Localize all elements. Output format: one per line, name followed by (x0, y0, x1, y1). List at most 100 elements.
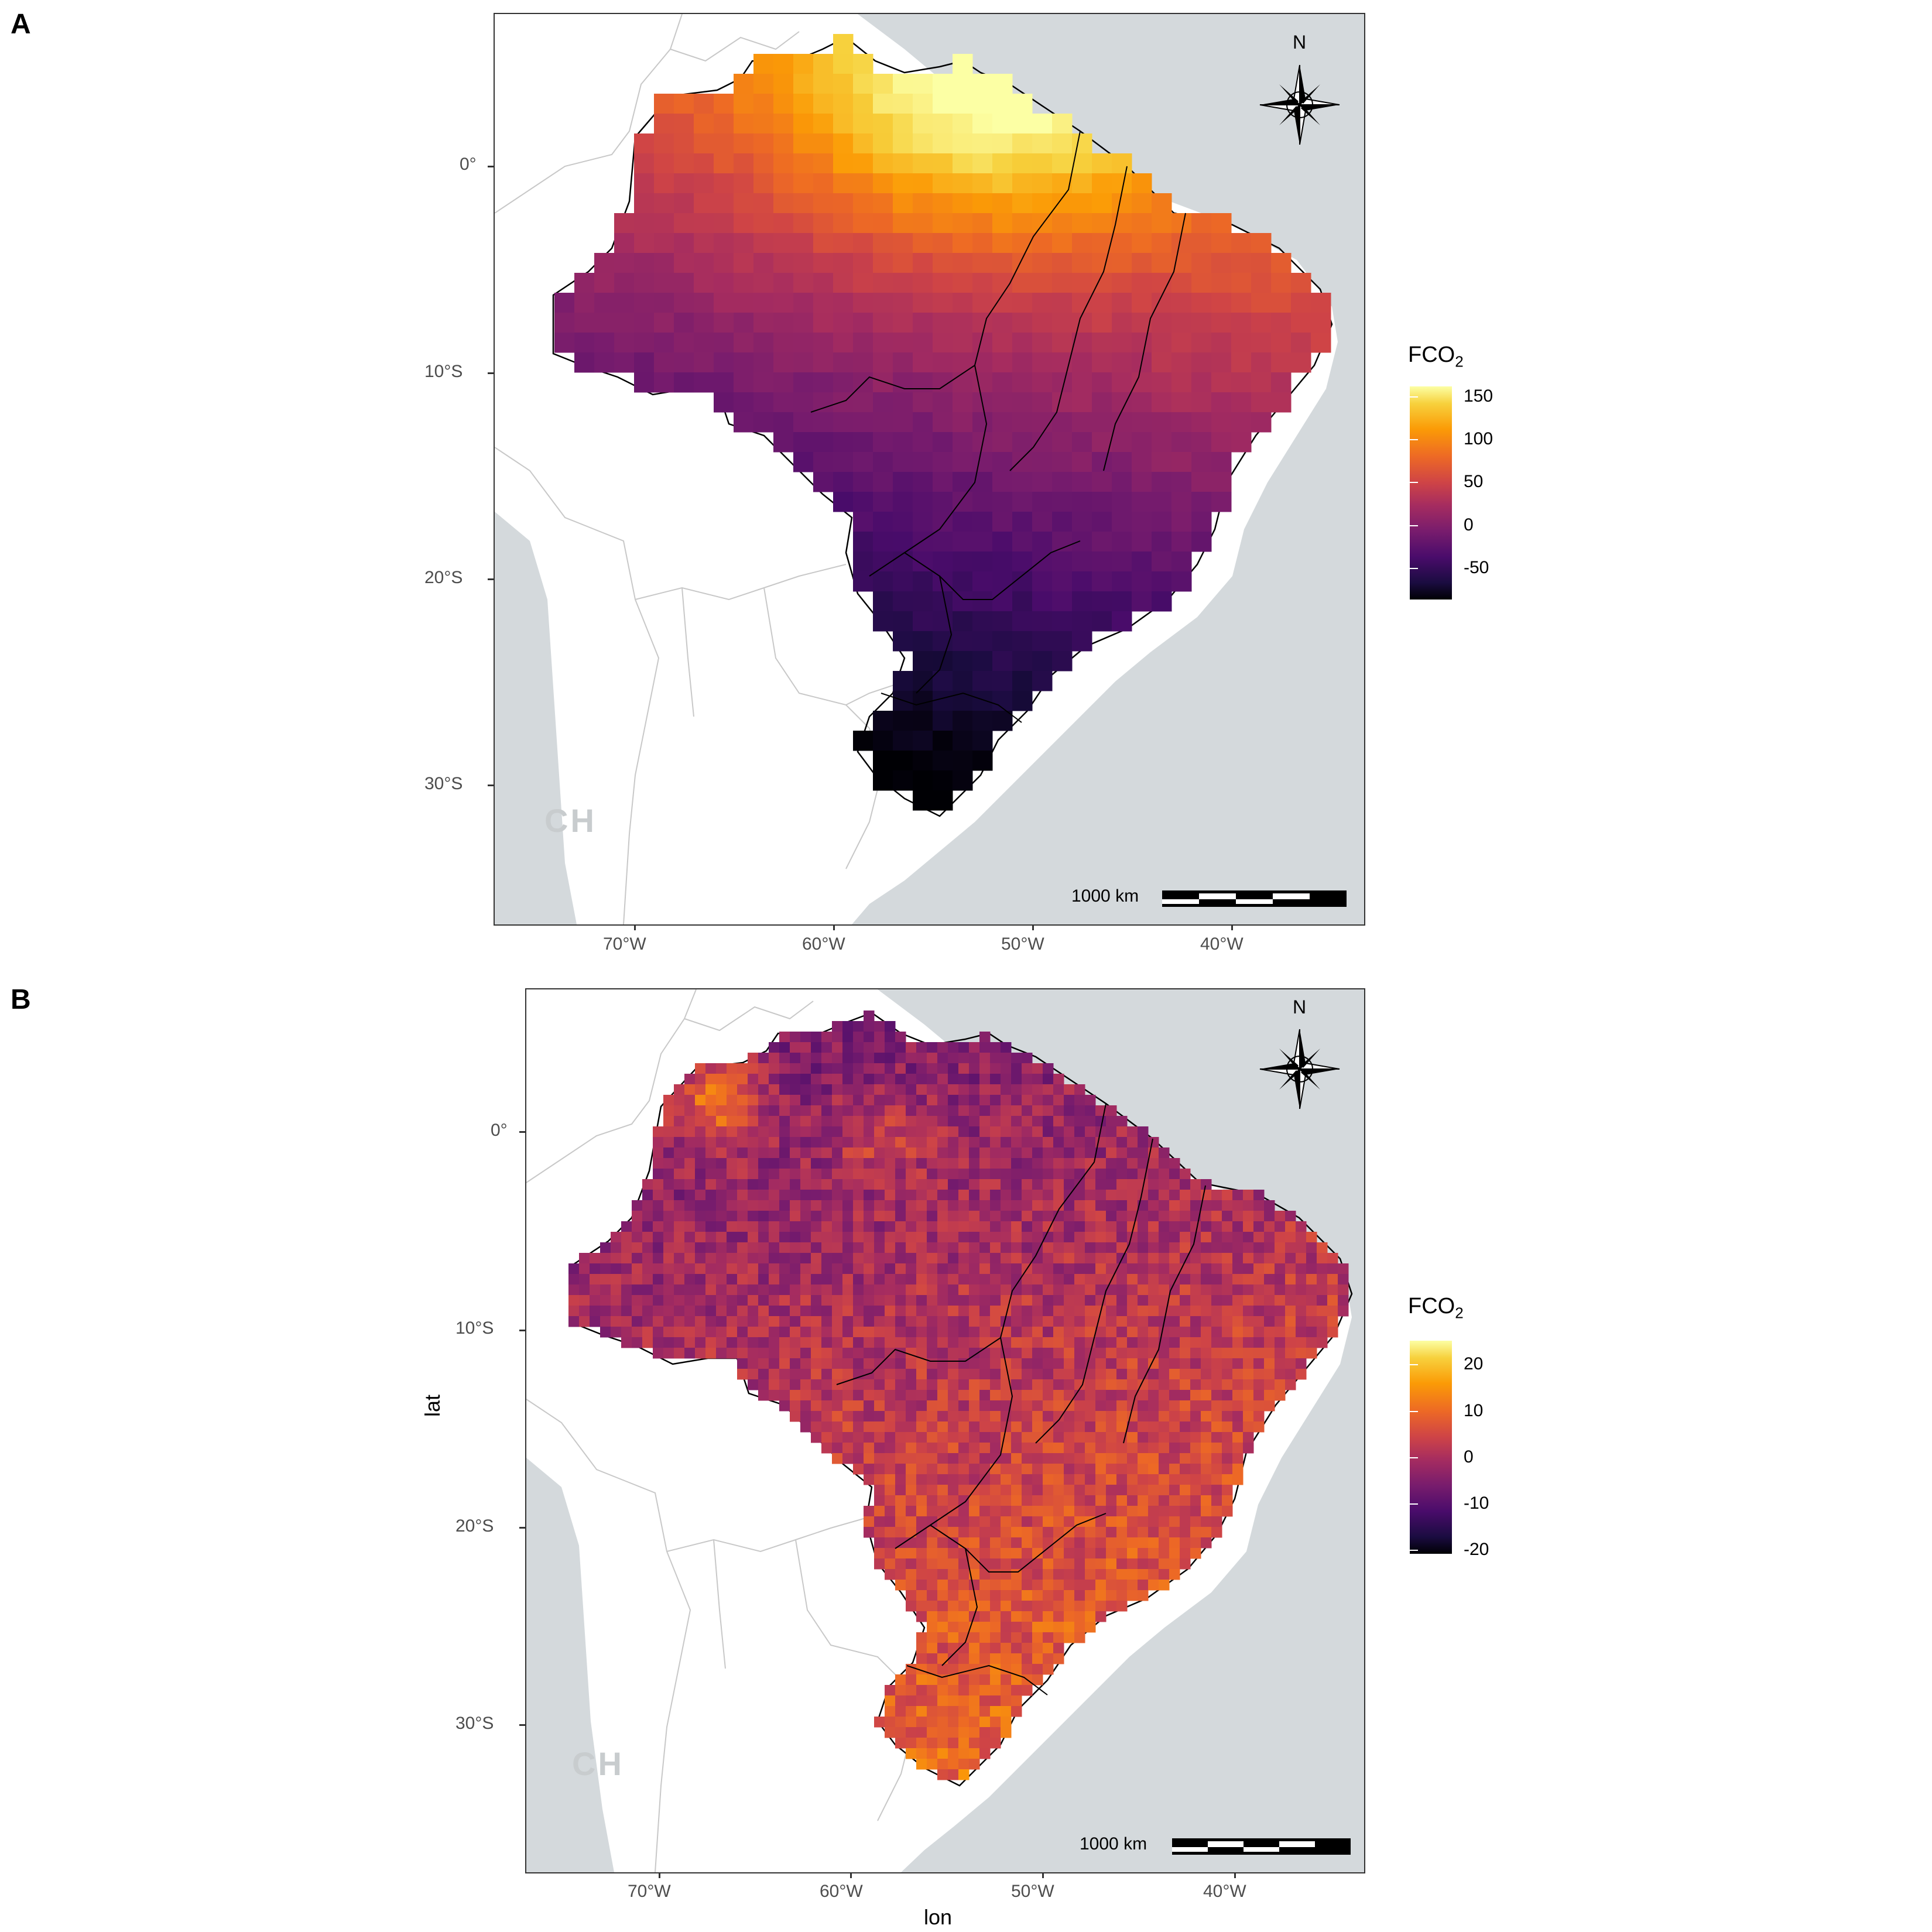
raster-cell (1191, 472, 1212, 492)
panel-b-legend-tick-3: -10 (1464, 1493, 1489, 1513)
raster-cell (568, 1295, 580, 1306)
panel-a-legend-tickmark-3 (1410, 525, 1418, 526)
raster-cell (885, 1474, 896, 1485)
raster-cell (1012, 193, 1033, 214)
raster-cell (842, 1063, 854, 1074)
raster-cell (694, 352, 714, 373)
raster-cell (913, 253, 933, 273)
raster-cell (1138, 1411, 1149, 1422)
raster-cell (734, 233, 754, 254)
raster-cell (1190, 1411, 1201, 1422)
raster-cell (1159, 1158, 1170, 1169)
raster-cell (895, 1295, 906, 1306)
raster-cell (1085, 1284, 1096, 1296)
raster-cell (937, 1221, 948, 1232)
raster-cell (1232, 1443, 1244, 1454)
raster-cell (1253, 1358, 1265, 1369)
raster-cell (1169, 1190, 1180, 1201)
raster-cell (800, 1200, 811, 1211)
raster-cell (737, 1200, 748, 1211)
raster-cell (716, 1147, 727, 1159)
raster-cell (833, 34, 854, 54)
raster-cell (916, 1474, 927, 1485)
raster-cell (895, 1158, 906, 1169)
raster-cell (1159, 1221, 1170, 1232)
raster-cell (1095, 1558, 1107, 1570)
raster-cell (654, 133, 674, 154)
raster-cell (853, 432, 873, 453)
raster-cell (674, 1095, 685, 1106)
raster-cell (600, 1284, 611, 1296)
panel-a-xtick-mark-3 (1231, 924, 1233, 930)
raster-cell (1106, 1158, 1117, 1169)
raster-cell (674, 1263, 685, 1275)
raster-cell (1138, 1358, 1149, 1369)
raster-cell (864, 1053, 875, 1064)
raster-cell (1074, 1242, 1085, 1253)
raster-cell (893, 671, 913, 691)
raster-cell (990, 1421, 1001, 1433)
raster-cell (1138, 1485, 1149, 1496)
raster-cell (916, 1042, 927, 1053)
raster-cell (1222, 1485, 1233, 1496)
raster-cell (906, 1063, 917, 1074)
raster-cell (1001, 1632, 1012, 1643)
raster-cell (958, 1369, 970, 1380)
raster-cell (1043, 1316, 1054, 1327)
raster-cell (885, 1169, 896, 1180)
raster-cell (864, 1474, 875, 1485)
raster-cell (1211, 352, 1232, 373)
raster-cell (1022, 1537, 1033, 1549)
raster-cell (621, 1221, 632, 1232)
raster-cell (927, 1253, 938, 1264)
raster-cell (793, 253, 814, 273)
raster-cell (979, 1084, 991, 1095)
raster-cell (1032, 432, 1053, 453)
raster-cell (1043, 1664, 1054, 1675)
raster-cell (1092, 352, 1112, 373)
raster-cell (893, 551, 913, 572)
raster-cell (853, 532, 873, 552)
raster-cell (727, 1348, 738, 1359)
raster-cell (695, 1316, 706, 1327)
raster-cell (793, 352, 814, 373)
raster-cell (694, 213, 714, 234)
raster-cell (1306, 1327, 1317, 1338)
raster-cell (1053, 1379, 1064, 1390)
raster-cell (1032, 1263, 1043, 1275)
raster-cell (1211, 1274, 1222, 1285)
raster-cell (916, 1369, 927, 1380)
panel-b-legend-tickmark-2 (1410, 1457, 1418, 1458)
raster-cell (1022, 1211, 1033, 1222)
raster-cell (864, 1327, 875, 1338)
raster-cell (1043, 1432, 1054, 1443)
raster-cell (906, 1284, 917, 1296)
raster-cell (642, 1284, 653, 1296)
raster-cell (1074, 1232, 1085, 1243)
raster-cell (1222, 1379, 1233, 1390)
raster-cell (927, 1685, 938, 1696)
raster-cell (895, 1232, 906, 1243)
raster-cell (1032, 1632, 1043, 1643)
raster-cell (906, 1316, 917, 1327)
raster-cell (1127, 1432, 1138, 1443)
raster-cell (1232, 1274, 1244, 1285)
panel-a-legend-tick-4: -50 (1464, 558, 1489, 577)
raster-cell (1180, 1495, 1191, 1506)
raster-cell (832, 1190, 843, 1201)
raster-cell (1085, 1253, 1096, 1264)
raster-cell (1285, 1274, 1296, 1285)
raster-cell (937, 1421, 948, 1433)
raster-cell (716, 1253, 727, 1264)
raster-cell (958, 1379, 970, 1390)
raster-cell (1116, 1443, 1128, 1454)
raster-cell (1180, 1295, 1191, 1306)
raster-cell (574, 293, 595, 313)
raster-cell (1074, 1400, 1085, 1412)
raster-cell (953, 313, 973, 333)
panel-b-ytick-mark-2 (519, 1527, 525, 1529)
raster-cell (1338, 1306, 1349, 1317)
raster-cell (1053, 1137, 1064, 1148)
raster-cell (1148, 1169, 1159, 1180)
raster-cell (1095, 1421, 1107, 1433)
